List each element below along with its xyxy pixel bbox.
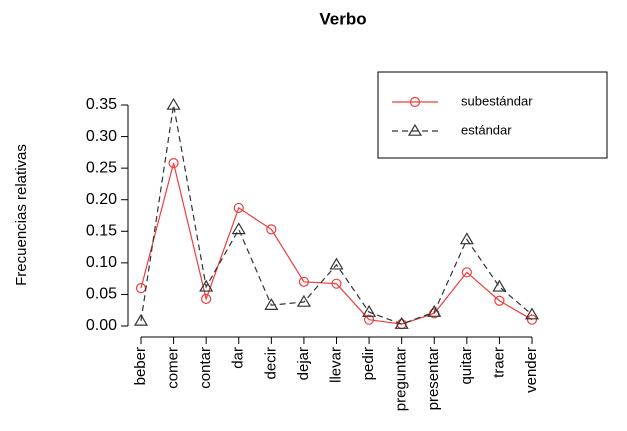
point <box>494 295 505 306</box>
x-tick-label: dejar <box>295 347 312 380</box>
point <box>201 293 212 304</box>
point <box>231 222 246 235</box>
point <box>492 279 507 292</box>
x-tick-label: dar <box>230 347 247 369</box>
y-tick-label: 0.15 <box>86 223 117 240</box>
point <box>166 97 181 110</box>
y-tick-label: 0.35 <box>86 96 117 113</box>
legend-label: subestándar <box>461 93 533 108</box>
x-tick-label: quitar <box>458 347 475 385</box>
point <box>331 278 342 289</box>
x-tick-label: decir <box>262 347 279 380</box>
point <box>233 202 244 214</box>
x-tick-label: presentar <box>425 347 442 410</box>
point <box>133 313 149 326</box>
y-tick-label: 0.25 <box>86 159 117 176</box>
x-tick-label: traer <box>490 347 507 378</box>
point <box>329 257 344 270</box>
legend-label: estándar <box>461 122 512 137</box>
y-tick-label: 0.10 <box>86 254 117 271</box>
point <box>168 157 179 169</box>
x-tick-label: vender <box>523 347 540 393</box>
legend-box <box>377 71 608 159</box>
y-tick-label: 0.00 <box>86 317 117 334</box>
point <box>296 294 311 307</box>
x-tick-label: pedir <box>360 347 377 380</box>
point <box>526 314 538 325</box>
legend-marker <box>409 96 421 108</box>
point <box>266 224 277 235</box>
point <box>264 297 279 310</box>
point <box>459 232 474 245</box>
x-tick-label: preguntar <box>393 347 410 411</box>
point <box>363 314 375 325</box>
y-tick-label: 0.20 <box>86 191 117 208</box>
x-tick-label: comer <box>165 347 182 389</box>
legend-marker <box>407 123 423 136</box>
series-line <box>140 104 533 325</box>
point <box>199 279 214 292</box>
point <box>461 267 472 278</box>
x-tick-label: contar <box>197 347 214 389</box>
point <box>362 304 377 317</box>
x-tick-label: llevar <box>327 347 344 383</box>
y-tick-label: 0.05 <box>86 286 117 303</box>
y-axis-label: Frecuencias relativas <box>13 144 30 286</box>
point <box>524 307 540 320</box>
y-tick-label: 0.30 <box>86 128 117 145</box>
series-line <box>140 162 533 325</box>
point <box>427 304 442 317</box>
x-tick-label: beber <box>132 347 149 385</box>
point <box>394 316 409 329</box>
chart-title: Verbo <box>319 9 366 28</box>
point <box>298 276 310 287</box>
